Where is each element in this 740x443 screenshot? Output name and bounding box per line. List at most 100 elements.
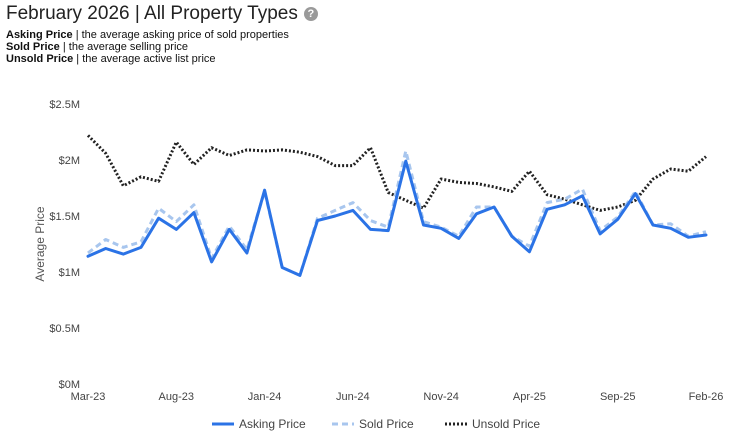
data-point [298, 274, 301, 277]
legend-item[interactable]: Sold Price [332, 417, 414, 431]
x-tick-label: Nov-24 [423, 391, 458, 403]
definitions-list: Asking Price | the average asking price … [6, 29, 318, 65]
data-point [369, 146, 372, 149]
help-circle-icon[interactable]: ? [303, 7, 318, 21]
data-point [298, 151, 301, 154]
title-row: February 2026 | All Property Types ? [6, 3, 318, 25]
data-point [175, 228, 178, 231]
data-point [669, 222, 672, 225]
data-point [369, 219, 372, 222]
data-point [528, 170, 531, 173]
x-tick-label: Sep-25 [600, 391, 635, 403]
data-point [122, 184, 125, 187]
x-tick-label: Mar-23 [71, 391, 106, 403]
data-point [581, 203, 584, 206]
series-sold-price [87, 149, 708, 277]
data-point [475, 182, 478, 185]
data-point [669, 167, 672, 170]
data-point [334, 209, 337, 212]
data-point [387, 191, 390, 194]
series-asking-price [86, 159, 708, 277]
data-point [316, 219, 319, 222]
data-point [192, 163, 195, 166]
y-tick-label: $0.5M [49, 323, 80, 335]
legend-item[interactable]: Asking Price [212, 417, 306, 431]
data-point [316, 155, 319, 158]
data-point [104, 152, 107, 155]
y-tick-label: $1M [59, 267, 80, 279]
data-point [581, 194, 584, 197]
y-axis-title: Average Price [33, 206, 47, 281]
data-point [599, 232, 602, 235]
x-tick-label: Jun-24 [336, 391, 370, 403]
data-point [457, 237, 460, 240]
data-point [475, 212, 478, 215]
data-point [616, 218, 619, 221]
data-point [422, 207, 425, 210]
series-line [87, 149, 707, 277]
data-point [87, 134, 90, 137]
data-point [422, 223, 425, 226]
data-point [139, 246, 142, 249]
data-point [351, 209, 354, 212]
x-tick-label: Apr-25 [513, 391, 546, 403]
data-point [192, 203, 195, 206]
x-tick-label: Jan-24 [248, 391, 282, 403]
chart-title: February 2026 | All Property Types [6, 3, 298, 24]
data-point [175, 141, 178, 144]
definition-asking: Asking Price | the average asking price … [6, 29, 289, 41]
data-point [563, 198, 566, 201]
data-point [228, 154, 231, 157]
data-point [546, 193, 549, 196]
y-tick-label: $0M [59, 379, 80, 391]
data-point [546, 201, 549, 204]
data-point [705, 155, 708, 158]
data-point [281, 266, 284, 269]
data-point [157, 180, 160, 183]
data-point [387, 229, 390, 232]
data-point [281, 148, 284, 151]
data-point [563, 203, 566, 206]
data-point [369, 228, 372, 231]
data-point [705, 230, 708, 233]
data-point [475, 206, 478, 209]
y-tick-label: $1.5M [49, 211, 80, 223]
data-point [599, 209, 602, 212]
data-point [404, 150, 407, 153]
legend-label: Unsold Price [472, 417, 540, 431]
legend-label: Asking Price [239, 417, 306, 431]
data-point [228, 225, 231, 228]
axis-layer: Average Price $0M $0.5M $1M $1.5M $2M $2.5M Mar… [33, 99, 723, 403]
y-tick-label: $2M [59, 155, 80, 167]
chart-header: February 2026 | All Property Types ? Ask… [6, 3, 318, 65]
data-point [245, 251, 248, 254]
y-tick-label: $2.5M [49, 99, 80, 111]
data-point [139, 175, 142, 178]
data-point [440, 227, 443, 230]
data-point [510, 235, 513, 238]
data-point [104, 238, 107, 241]
data-point [245, 148, 248, 151]
data-point [175, 220, 178, 223]
data-point [457, 181, 460, 184]
data-point [104, 247, 107, 250]
data-point [122, 246, 125, 249]
data-point [705, 234, 708, 237]
data-point [228, 228, 231, 231]
data-point [87, 251, 90, 254]
data-point [493, 206, 496, 209]
data-point [510, 190, 513, 193]
data-point [87, 255, 90, 258]
data-point [634, 192, 637, 195]
data-point [493, 185, 496, 188]
data-point [157, 217, 160, 220]
legend-label: Sold Price [359, 417, 414, 431]
legend-item[interactable]: Unsold Price [445, 417, 540, 431]
data-point [616, 206, 619, 209]
data-point [263, 189, 266, 192]
series-line [86, 159, 708, 277]
data-point [687, 236, 690, 239]
data-point [687, 170, 690, 173]
data-point [440, 178, 443, 181]
